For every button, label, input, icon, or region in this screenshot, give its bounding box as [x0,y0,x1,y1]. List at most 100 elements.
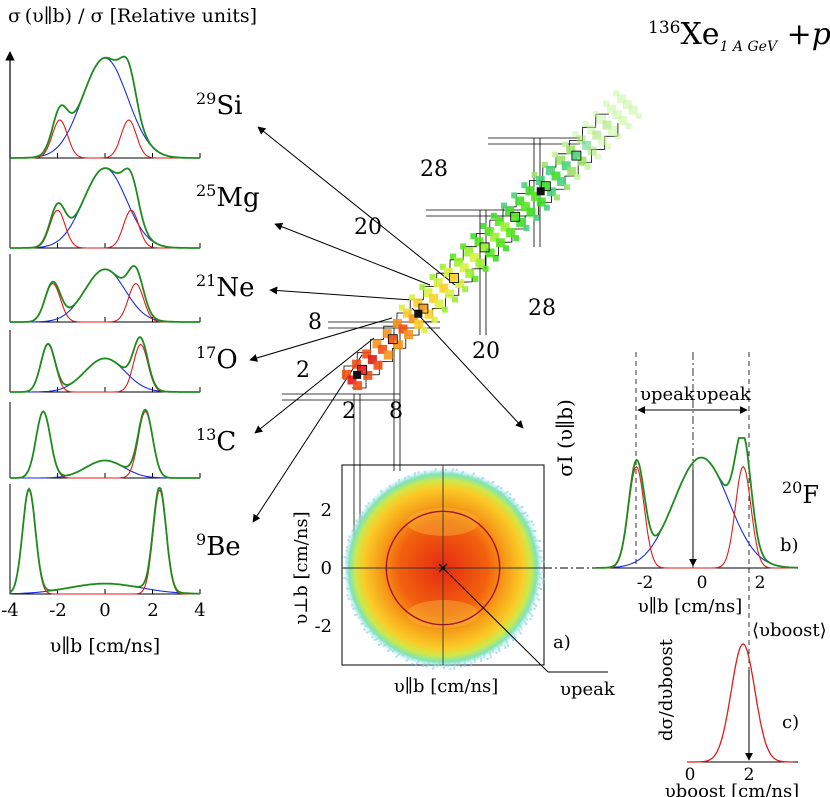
matrix-cell [455,279,465,289]
matrix-cell [454,257,464,267]
panel-b-curves [596,437,799,569]
matrix-cell [541,161,548,168]
arrow-to-c [254,337,375,434]
nuclide-mass: 17 [196,343,216,362]
panel-a-speckle-dot [511,639,514,641]
matrix-cell [551,171,561,181]
side-peaks-line [10,209,200,249]
matrix-cell [608,126,618,136]
matrix-label-bottom-20: 20 [472,339,500,364]
matrix-cell-box [510,211,521,222]
panel-c-xtick: 0 [685,765,696,785]
matrix-cell [362,349,372,359]
matrix-label-bottom-8: 8 [389,399,403,424]
panel-a-speckle-dot [432,667,434,670]
matrix-cell [464,247,474,257]
panel-a-speckle-dot [514,636,517,639]
panel-a-speckle-dot [449,667,452,670]
matrix-cell [444,289,454,299]
panel-a-center-x-marker: × [436,558,449,577]
panel-a-yticks: 2 0 -2 [314,500,332,637]
matrix-cell [557,177,567,187]
left-xtick-label: -4 [1,600,19,621]
panel-a-ytick: -2 [314,616,332,637]
panel-a-speckle-dot [525,623,528,625]
matrix-cell [523,225,530,231]
matrix-cell [567,166,577,176]
matrix-cell [521,182,528,189]
panel-a-speckle-dot [480,659,483,662]
matrix-cell [603,100,609,107]
matrix-label-bottom-2: 2 [342,399,356,424]
panel-a-speckle-dot [414,663,417,666]
matrix-cell [472,276,479,282]
matrix-cell [605,143,611,150]
matrix-cell [582,121,589,127]
panel-a-ytick: 2 [321,500,332,521]
stable-nuclide-cell [414,309,423,318]
matrix-cell [465,268,475,278]
matrix-cell [511,192,518,199]
matrix-cell [429,274,436,280]
matrix-cell [543,204,550,211]
nuclide-label-o: 17O [196,343,238,375]
matrix-label-left-20: 20 [354,215,382,240]
matrix-cell [462,286,469,293]
matrix-cell [490,232,500,242]
nuclide-label-mg: 25Mg [196,181,260,213]
nuclide-symbol: Si [216,91,242,121]
matrix-cell [516,217,526,227]
panel-c: dσ/dυboost ⟨υboost⟩ c) 0 2 υboost [cm/ns… [656,620,827,797]
arrow-to-o [249,317,393,362]
matrix-cell [474,237,484,247]
matrix-cell [531,191,541,201]
panel-c-annotation: ⟨υboost⟩ [752,620,827,641]
matrix-cell [612,110,622,120]
left-xtick-label: 4 [194,600,205,621]
matrix-cell-box [387,334,398,345]
matrix-cell [393,340,403,350]
matrix-cell [414,319,424,329]
left-panel-ylabel: σ (υ∥b) / σ [Relative units] [8,5,257,27]
panel-a-vector [442,567,549,673]
nuclide-symbol: C [216,427,236,457]
center-component-line [10,167,200,249]
panel-a-speckle-dot [542,578,545,581]
nuclide-mass: 21 [196,271,216,290]
left-panel-xlabel: υ∥b [cm/ns] [50,635,160,657]
matrix-cell [490,212,497,219]
nuclide-mass: 29 [196,89,216,108]
matrix-cell [628,105,638,115]
matrix-cell [433,278,443,288]
panel-c-curve [687,643,794,763]
matrix-cell [526,207,536,217]
panel-c-xlabel: υboost [cm/ns] [665,781,799,797]
matrix-cell [352,359,362,369]
pointer-arrows [249,126,524,523]
title-target: p [812,17,830,52]
matrix-cell-box [479,242,490,253]
panel-b-xlabel: υ∥b [cm/ns] [638,596,743,617]
panel-b-tag: b) [780,535,799,556]
matrix-cell [439,283,449,293]
matrix-cell [541,181,551,191]
left-xtick-label: 0 [99,600,110,621]
matrix-cell [372,339,382,349]
nuclide-symbol: Ne [216,273,254,303]
panel-a-ytick: 0 [321,558,332,579]
matrix-cell [452,296,458,303]
matrix-cell [618,115,628,125]
title-plus: + [777,17,812,52]
matrix-cell [622,100,632,110]
matrix-cell [584,163,591,170]
matrix-cell [408,314,418,324]
matrix-cell [403,308,413,318]
side-peaks-line [10,119,200,159]
nuclide-labels: 29Si 25Mg 21Ne 17O 13C 9Be [196,89,260,562]
left-panel-xticks: -4 -2 0 2 4 [1,600,206,621]
matrix-cell [424,309,434,319]
panel-a-speckle-dot [395,655,398,658]
panel-a-speckle-dot [542,581,545,584]
matrix-cell [475,258,485,268]
matrix-cells [341,90,642,391]
